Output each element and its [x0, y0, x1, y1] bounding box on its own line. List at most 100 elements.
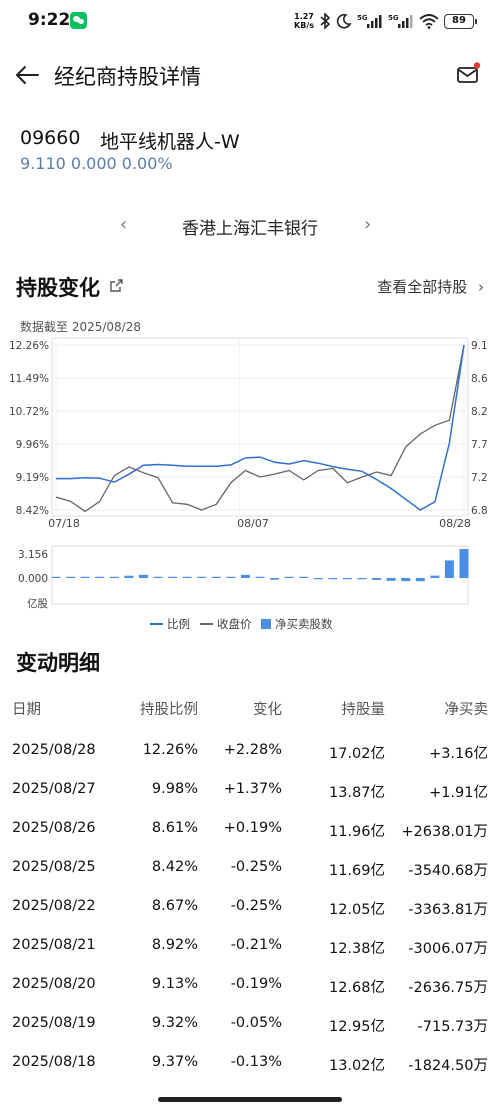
- broker-name: 香港上海汇丰银行: [182, 219, 318, 239]
- cell-ratio: 8.42%: [151, 859, 198, 875]
- table-row[interactable]: 2025/08/25 8.42% -0.25% 11.69亿 -3540.68万: [0, 849, 500, 888]
- details-section-title: 变动明细: [16, 651, 100, 675]
- cell-ratio: 9.37%: [151, 1054, 198, 1070]
- net-trade-bar: [401, 578, 411, 582]
- column-header-net-trade: 净买卖: [444, 702, 489, 718]
- bar-plot-frame: [51, 545, 469, 605]
- y-left-tick-label: 12.26%: [9, 340, 49, 352]
- chart-gridlines: [52, 338, 468, 516]
- column-header-ratio: 持股比例: [140, 702, 198, 718]
- holding-ratio-line: [56, 344, 465, 511]
- net-trade-bar: [109, 576, 119, 578]
- do-not-disturb-moon-icon: [336, 13, 352, 29]
- x-tick-label: 07/18: [48, 517, 80, 530]
- cell-date: 2025/08/19: [12, 1015, 96, 1031]
- net-trade-bar: [372, 578, 382, 580]
- cell-date: 2025/08/18: [12, 1054, 96, 1070]
- svg-text:5G: 5G: [388, 14, 399, 22]
- cell-ratio: 9.98%: [151, 781, 198, 797]
- data-as-of-date: 数据截至 2025/08/28: [20, 320, 141, 334]
- net-trade-bar: [299, 576, 309, 578]
- net-trade-bar: [211, 576, 221, 578]
- cell-date: 2025/08/21: [12, 937, 96, 953]
- net-trade-bar: [51, 576, 61, 578]
- table-row[interactable]: 2025/08/27 9.98% +1.37% 13.87亿 +1.91亿: [0, 771, 500, 810]
- legend-bar-swatch: [261, 619, 271, 629]
- home-indicator[interactable]: [158, 1097, 342, 1102]
- y-right-tick-label: 8.6: [471, 373, 488, 385]
- cell-net-trade: +1.91亿: [429, 785, 488, 801]
- cell-date: 2025/08/25: [12, 859, 96, 875]
- close-price-line: [55, 344, 465, 513]
- cell-change: +2.28%: [223, 742, 282, 758]
- legend-ratio-label: 比例: [167, 617, 190, 631]
- x-tick-label: 08/07: [237, 517, 269, 530]
- stock-quote: 9.110 0.000 0.00%: [20, 154, 173, 173]
- table-row[interactable]: 2025/08/21 8.92% -0.21% 12.38亿 -3006.07万: [0, 927, 500, 966]
- bar-y-tick-label: 3.156: [18, 549, 48, 561]
- column-header-quantity: 持股量: [341, 702, 386, 718]
- cell-change: -0.13%: [230, 1054, 282, 1070]
- cell-quantity: 12.38亿: [328, 941, 385, 957]
- net-trade-bar: [444, 560, 454, 578]
- x-axis-labels: 07/18 08/07 08/28: [48, 517, 471, 530]
- cell-net-trade: -3006.07万: [408, 941, 488, 957]
- stock-name: 地平线机器人-W: [100, 131, 240, 153]
- nav-bar: 经纪商持股详情: [0, 48, 500, 104]
- cell-change: -0.05%: [230, 1015, 282, 1031]
- table-row[interactable]: 2025/08/26 8.61% +0.19% 11.96亿 +2638.01万: [0, 810, 500, 849]
- net-trade-bar: [168, 576, 178, 578]
- status-time: 9:22: [28, 10, 71, 30]
- wifi-icon: [419, 14, 439, 29]
- net-trade-bar: [95, 576, 105, 578]
- cell-quantity: 12.05亿: [328, 902, 385, 918]
- cell-date: 2025/08/20: [12, 976, 96, 992]
- y-left-tick-label: 9.19%: [16, 472, 49, 484]
- net-trade-bar: [80, 576, 90, 578]
- share-export-icon[interactable]: [109, 278, 124, 293]
- cell-quantity: 11.69亿: [328, 863, 385, 879]
- net-trade-bar: [138, 574, 148, 578]
- net-trade-bar: [342, 578, 352, 580]
- cell-net-trade: +3.16亿: [429, 746, 488, 762]
- cell-net-trade: -1824.50万: [408, 1058, 488, 1074]
- previous-broker-chevron-icon[interactable]: ‹: [120, 214, 128, 235]
- column-header-date: 日期: [12, 702, 41, 718]
- y-axis-right-labels: 9.1 8.6 8.2 7.7 7.2 6.8: [471, 340, 488, 517]
- y-right-tick-label: 6.8: [471, 505, 488, 517]
- bar-y-tick-label: 0.000: [18, 573, 48, 585]
- signal-5g-icon-1: 5G: [357, 14, 382, 28]
- back-arrow-icon[interactable]: [14, 62, 40, 88]
- signal-5g-icon-2: 5G: [388, 14, 413, 28]
- y-right-tick-label: 8.2: [471, 406, 488, 418]
- legend-price-label: 收盘价: [217, 617, 252, 631]
- cell-quantity: 12.95亿: [328, 1019, 385, 1035]
- net-trade-bar: [153, 576, 163, 578]
- table-row[interactable]: 2025/08/28 12.26% +2.28% 17.02亿 +3.16亿: [0, 732, 500, 771]
- table-row[interactable]: 2025/08/18 9.37% -0.13% 13.02亿 -1824.50万: [0, 1044, 500, 1083]
- table-row[interactable]: 2025/08/22 8.67% -0.25% 12.05亿 -3363.81万: [0, 888, 500, 927]
- net-trade-bar: [284, 576, 294, 578]
- cell-change: -0.25%: [230, 898, 282, 914]
- stock-code: 09660: [20, 127, 81, 149]
- bar-unit-label: 亿股: [27, 597, 48, 610]
- net-trade-bars: [51, 549, 469, 582]
- cell-date: 2025/08/27: [12, 781, 96, 797]
- table-row[interactable]: 2025/08/19 9.32% -0.05% 12.95亿 -715.73万: [0, 1005, 500, 1044]
- y-right-tick-label: 7.2: [471, 472, 488, 484]
- next-broker-chevron-icon[interactable]: ›: [364, 214, 372, 235]
- net-trade-bar: [415, 578, 425, 582]
- network-speed: 1.27 KB/s: [294, 12, 314, 30]
- cell-quantity: 13.87亿: [328, 785, 385, 801]
- table-row[interactable]: 2025/08/20 9.13% -0.19% 12.68亿 -2636.75万: [0, 966, 500, 1005]
- net-trade-bar: [182, 576, 192, 578]
- page-title: 经纪商持股详情: [54, 65, 201, 89]
- status-bar: 9:22 1.27 KB/s 5G 5G: [0, 0, 500, 42]
- net-trade-bar: [124, 575, 134, 578]
- message-envelope-icon[interactable]: [456, 62, 480, 86]
- y-left-tick-label: 11.49%: [9, 373, 49, 385]
- view-all-holdings-link[interactable]: 查看全部持股 ›: [377, 278, 484, 296]
- cell-net-trade: -3363.81万: [408, 902, 488, 918]
- net-trade-bar: [459, 549, 469, 578]
- net-trade-bar: [255, 576, 265, 578]
